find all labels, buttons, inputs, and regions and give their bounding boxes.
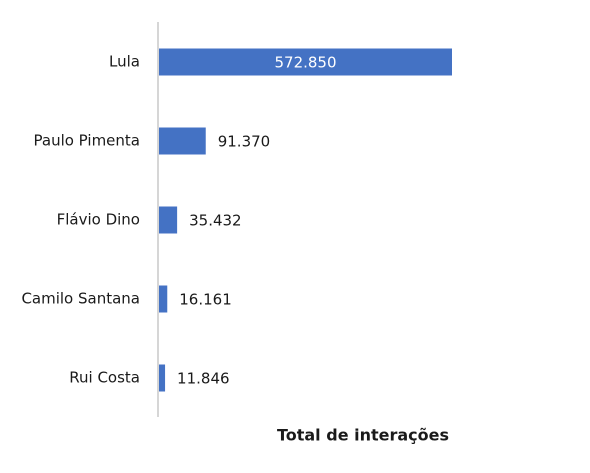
y-tick-label: Camilo Santana xyxy=(21,290,140,308)
value-label: 11.846 xyxy=(177,370,230,388)
y-tick-label: Rui Costa xyxy=(69,369,140,387)
y-tick-label: Lula xyxy=(109,53,140,71)
value-label: 572.850 xyxy=(274,54,336,72)
y-tick-label: Flávio Dino xyxy=(57,211,140,229)
value-label: 91.370 xyxy=(218,133,270,151)
bar xyxy=(159,127,206,155)
bar xyxy=(159,364,166,392)
x-axis-label: Total de interações xyxy=(277,426,449,445)
bar xyxy=(159,285,168,313)
bar xyxy=(159,48,452,76)
value-label: 16.161 xyxy=(179,291,232,309)
bar xyxy=(159,206,178,234)
value-label: 35.432 xyxy=(189,212,242,230)
y-tick-label: Paulo Pimenta xyxy=(34,132,141,150)
